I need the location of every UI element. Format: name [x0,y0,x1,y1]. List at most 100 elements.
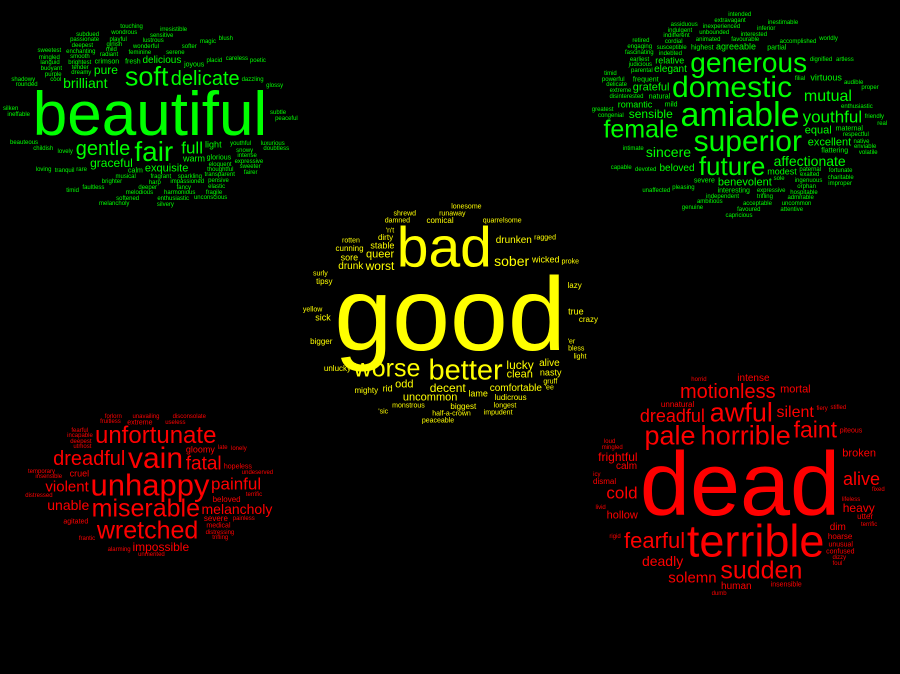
word-quarrelsome: quarrelsome [482,217,522,225]
word-touching: touching [120,23,143,30]
word-icy: icy [593,472,601,479]
word-bad: bad [396,215,492,280]
word-damned: damned [384,217,411,225]
word-agitated: agitated [63,518,89,526]
word-proper: proper [861,85,879,92]
word-fiery: fiery [816,405,828,412]
word-careless: careless [225,56,249,63]
word-temporary: temporary [27,468,56,475]
word-animated: animated [695,36,721,43]
word-sincere: sincere [645,143,692,160]
word-unhappy: unhappy [90,467,210,503]
word-interested: interested [740,31,768,38]
word-utmost: utmost [73,443,92,450]
word-fragile: fragile [205,189,223,196]
word-horrible: horrible [700,420,791,451]
word-enthusiastic: enthusiastic [841,103,873,110]
word-drunk: drunk [338,261,364,273]
word-disconsolate: disconsolate [172,414,206,421]
word-cold: cold [606,483,638,503]
word-admirable: admirable [787,195,814,202]
word-terrific: terrific [860,522,878,529]
word-heavy: heavy [842,501,875,516]
word-mutual: mutual [803,87,852,105]
word-painful: painful [211,474,262,494]
word-gruff: gruff [543,378,558,386]
word-insensible: insensible [770,581,802,589]
word-biggest: biggest [450,401,477,411]
word-fearful: fearful [71,427,89,434]
word-generous: generous [690,47,808,79]
word-blush: blush [218,36,234,43]
word-surly: surly [313,270,328,278]
word-expressive: expressive [234,158,264,165]
word-bigger: bigger [310,337,333,347]
word-gentle: gentle [75,138,131,161]
word-audible: audible [843,79,864,86]
word-subdued: subdued [76,31,100,38]
word-sole: sole [773,176,785,182]
word-clean: clean [506,368,533,381]
word-sick: sick [315,312,331,323]
word-longest: longest [493,402,517,410]
word-delicious: delicious [142,54,182,66]
word-mighty: mighty [354,386,379,396]
word-enchanting: enchanting [66,48,96,55]
word-retired: retired [632,37,650,44]
word-acceptable: acceptable [742,200,772,207]
word-fearful: fearful [624,527,686,553]
word-beauteous: beauteous [10,140,39,147]
word-mingled: mingled [38,54,60,61]
word-unconscious: unconscious [193,195,228,202]
word-attentive: attentive [780,206,804,213]
word-pleasing: pleasing [672,184,695,191]
word-comical: comical [426,215,454,225]
negative-adjective-cloud-bottom-right: dead terrible horrible pale awful sudden faint… [590,370,890,600]
word-uncommon: uncommon [781,201,812,207]
word-painless: painless [232,516,255,523]
word-devoted: devoted [635,167,657,174]
word-fairer: fairer [243,170,258,177]
word-sore: sore [340,252,359,263]
word-benevolent: benevolent [717,176,772,189]
word-dirty: dirty [377,233,394,243]
word-radiant: radiant [99,52,119,59]
word-indifferent: indifferent [663,33,690,40]
word-enthusiastic: enthusiastic [157,196,190,203]
word-rare: rare [76,166,87,173]
word-purple: purple [44,71,62,78]
word-lovely: lovely [57,148,73,155]
word-interesting: interesting [717,187,750,195]
word-trifling: trifling [756,194,773,201]
word-livid: livid [595,505,606,512]
word-relative: relative [655,55,685,66]
word-beautiful: beautiful [32,80,268,149]
word-pale: pale [644,420,696,451]
word-dead: dead [639,435,841,535]
word-intense: intense [737,372,770,384]
word-feminine: feminine [128,49,152,56]
word-future: future [698,150,766,181]
word-late: late [217,445,228,452]
word-good: good [334,257,566,373]
word-lame: lame [468,388,488,399]
word-unfortunate: unfortunate [94,422,217,450]
word-dizzy: dizzy [832,554,847,561]
word-mild: mild [105,47,117,54]
word-tranquil: tranquil [54,167,75,174]
word-fixed: fixed [872,487,885,494]
word-deepest: deepest [71,43,94,50]
word-severe: severe [693,177,715,185]
word-fortunate: fortunate [828,168,853,175]
word-glossy: glossy [266,83,284,90]
word-passionate: passionate [70,37,100,44]
word-congenial: congenial [598,113,624,120]
word-poetic: poetic [249,57,266,64]
word-magic: magic [199,39,216,46]
word-softened: softened [116,196,140,203]
word-fruitless: fruitless [100,418,121,425]
word-excellent: excellent [807,136,852,149]
word-fascinating: fascinating [624,50,654,57]
word-calm: calm [128,167,143,175]
word-incapable: incapable [67,433,93,440]
